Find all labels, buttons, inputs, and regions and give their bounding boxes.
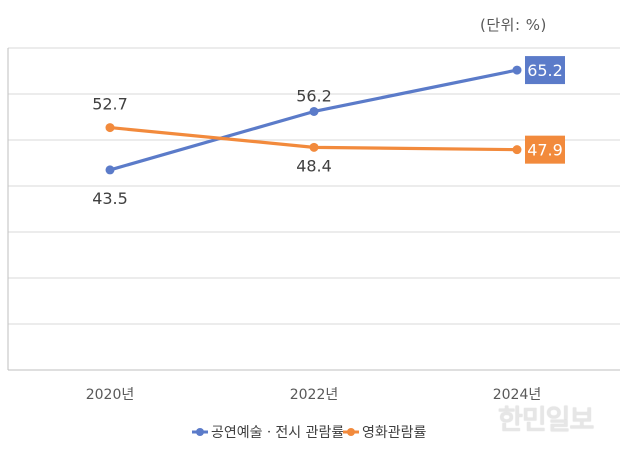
legend-swatch-marker [196, 428, 204, 436]
data-point [309, 106, 319, 116]
x-tick-label: 2022년 [290, 387, 339, 403]
watermark-logo: 한민일보 [498, 405, 594, 436]
data-label: 52.7 [92, 95, 128, 114]
data-label: 56.2 [296, 86, 332, 105]
data-label: 43.5 [92, 189, 128, 208]
legend-swatch-marker [347, 428, 355, 436]
data-point [105, 165, 115, 175]
x-tick-label: 2024년 [493, 387, 542, 403]
data-point [105, 123, 115, 133]
data-label: 65.2 [527, 61, 563, 80]
series-line-1 [109, 68, 518, 172]
data-point [309, 142, 319, 152]
legend-label: 영화관람률 [362, 425, 427, 441]
data-label-box [525, 56, 565, 85]
x-tick-label: 2020년 [86, 387, 135, 403]
unit-label: (단위: %) [480, 16, 547, 34]
data-label: 48.4 [296, 156, 332, 175]
data-label: 47.9 [527, 141, 563, 160]
data-label-box [525, 135, 565, 164]
legend-label: 공연예술ㆍ전시 관람률 [211, 425, 344, 441]
data-point [512, 145, 522, 155]
data-point [512, 65, 522, 75]
